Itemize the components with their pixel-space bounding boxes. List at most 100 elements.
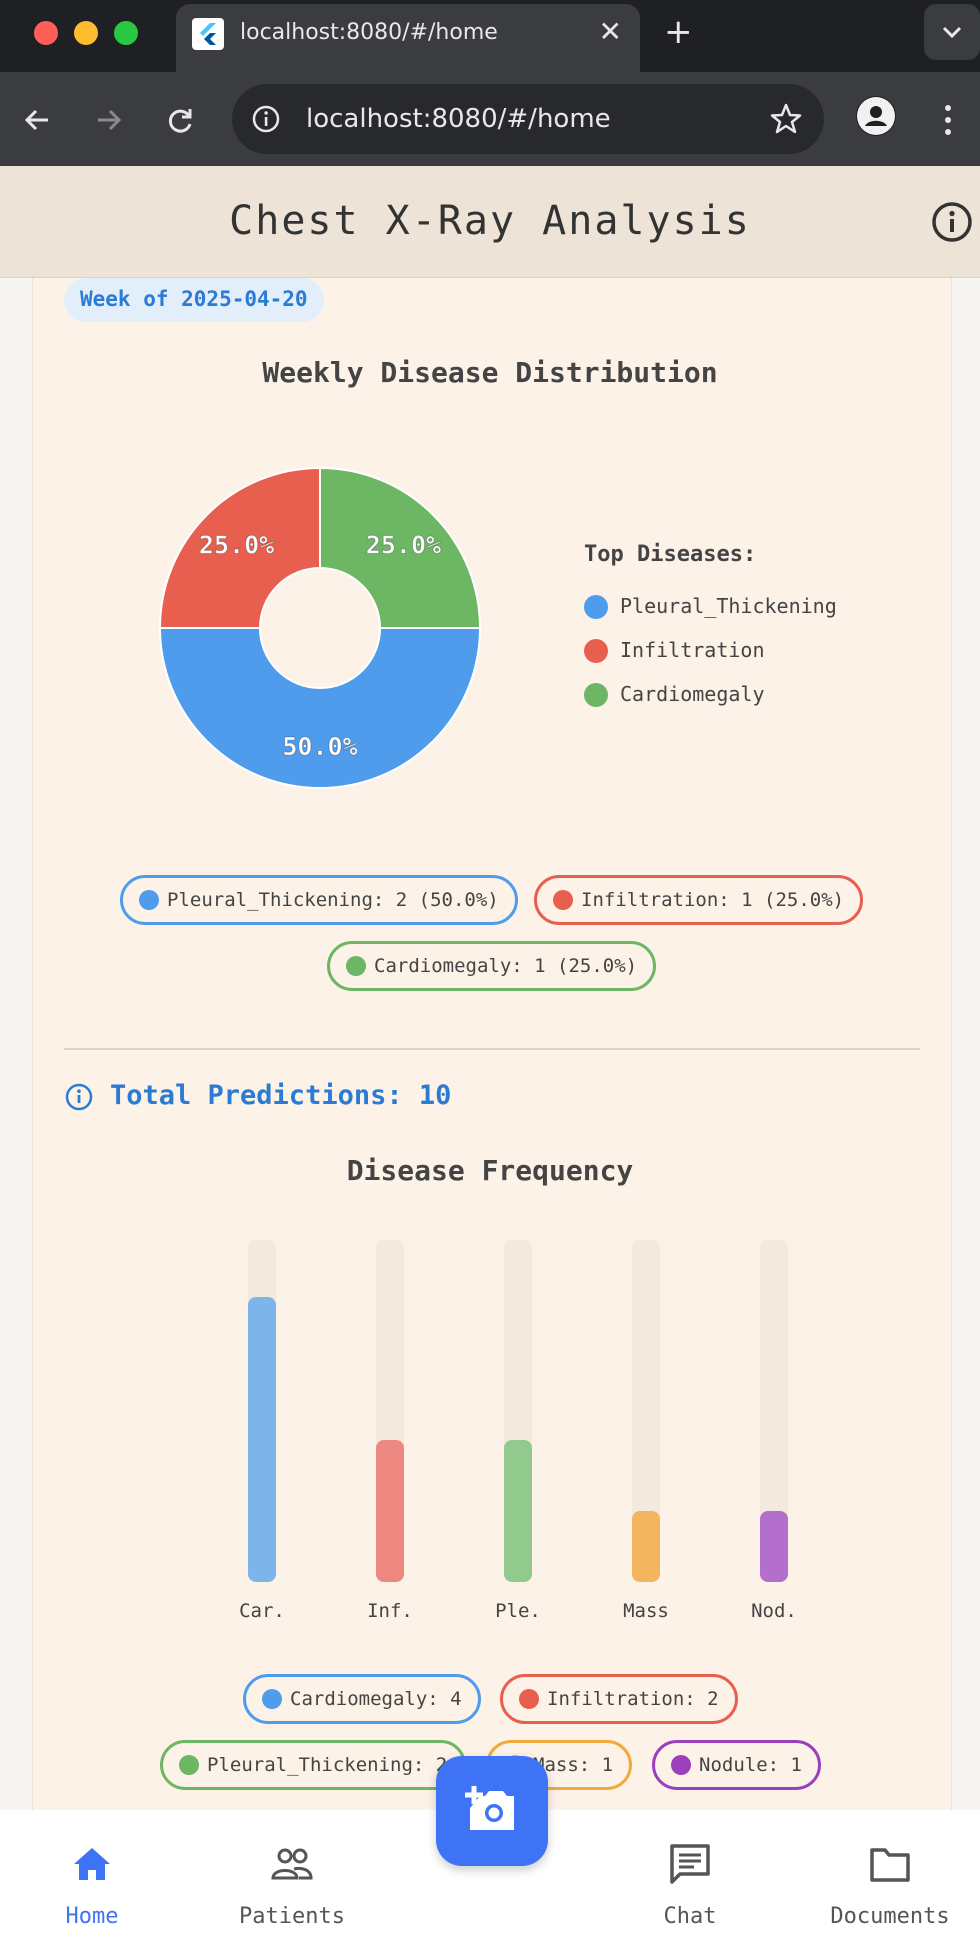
reload-button[interactable]	[156, 96, 204, 144]
chip-cardiomegaly-count: Cardiomegaly: 4	[243, 1674, 481, 1724]
donut-slice-label: 25.0%	[199, 531, 274, 560]
chip-label: Infiltration: 2	[547, 1688, 719, 1710]
people-icon	[271, 1848, 313, 1880]
url-text[interactable]: localhost:8080/#/home	[306, 104, 611, 134]
chip-pleural-thickening: Pleural_Thickening: 2 (50.0%)	[120, 875, 518, 925]
chip-dot	[671, 1755, 691, 1775]
nav-label-patients: Patients	[239, 1904, 345, 1929]
arrow-left-icon	[24, 109, 48, 131]
bar-ple	[504, 1439, 532, 1582]
chip-nodule-count: Nodule: 1	[652, 1740, 821, 1790]
home-icon	[74, 1848, 110, 1880]
add-photo-icon	[465, 1786, 514, 1830]
chip-infiltration-count: Infiltration: 2	[500, 1674, 738, 1724]
chip-infiltration: Infiltration: 1 (25.0%)	[534, 875, 864, 925]
chip-pleural-thickening-count: Pleural_Thickening: 2	[160, 1740, 467, 1790]
arrow-right-icon	[98, 109, 122, 131]
nav-item-home[interactable]: Home	[0, 1810, 192, 1944]
statistics-card	[32, 278, 952, 1810]
donut-slice-pleural-thickening	[158, 627, 482, 789]
forward-button[interactable]	[84, 96, 132, 144]
chip-cardiomegaly: Cardiomegaly: 1 (25.0%)	[327, 941, 657, 991]
bookmark-star-icon[interactable]	[768, 101, 804, 137]
bar-track-car	[248, 1240, 276, 1582]
chip-dot	[346, 956, 366, 976]
chip-dot	[139, 890, 159, 910]
divider	[64, 1048, 920, 1050]
nav-item-chat[interactable]: Chat	[590, 1810, 790, 1944]
close-window-button[interactable]	[34, 21, 58, 45]
reload-icon	[168, 109, 192, 133]
site-info-icon[interactable]	[250, 103, 282, 135]
bar-track-inf	[376, 1240, 404, 1582]
bar-track-mass	[632, 1240, 660, 1582]
chip-label: Pleural_Thickening: 2 (50.0%)	[167, 889, 499, 911]
bar-label: Inf.	[367, 1600, 413, 1622]
tab-close-icon[interactable]: ✕	[598, 15, 622, 48]
scan-xray-fab[interactable]	[436, 1756, 548, 1866]
donut-slice-cardiomegaly	[319, 466, 482, 629]
nav-label-chat: Chat	[663, 1904, 717, 1929]
app-bar: Chest X-Ray Analysis	[0, 166, 980, 278]
chip-label: Mass: 1	[533, 1754, 614, 1776]
chip-mass-count: Mass: 1	[486, 1740, 633, 1790]
bar-label: Nod.	[751, 1600, 797, 1622]
chip-dot	[262, 1689, 282, 1709]
browser-tab[interactable]: localhost:8080/#/home ✕	[176, 4, 640, 72]
bar-track-nod	[760, 1240, 788, 1582]
browser-toolbar: localhost:8080/#/home	[0, 72, 980, 166]
weekly-chart-title: Weekly Disease Distribution	[262, 356, 718, 389]
bar-label: Ple.	[495, 1600, 541, 1622]
browser-menu-icon[interactable]	[932, 102, 964, 138]
tab-search-button[interactable]	[924, 4, 980, 60]
chip-dot	[519, 1689, 539, 1709]
chip-label: Cardiomegaly: 1 (25.0%)	[374, 955, 638, 977]
bar-label: Mass	[623, 1600, 669, 1622]
chip-label: Pleural_Thickening: 2	[207, 1754, 448, 1776]
bar-mass	[632, 1510, 660, 1582]
info-button[interactable]	[930, 200, 974, 244]
legend-dot	[584, 595, 608, 619]
chat-icon	[670, 1844, 710, 1884]
chip-label: Cardiomegaly: 4	[290, 1688, 462, 1710]
back-button[interactable]	[14, 96, 62, 144]
frequency-chart-title: Disease Frequency	[346, 1154, 634, 1187]
minimize-window-button[interactable]	[74, 21, 98, 45]
bar-label: Car.	[239, 1600, 285, 1622]
legend-dot	[584, 639, 608, 663]
browser-tab-bar: localhost:8080/#/home ✕ +	[0, 0, 980, 72]
nav-item-documents[interactable]: Documents	[790, 1810, 980, 1944]
week-badge: Week of 2025-04-20	[64, 278, 324, 322]
nav-item-patients[interactable]: Patients	[192, 1810, 392, 1944]
chevron-down-icon	[942, 26, 962, 39]
total-predictions-label: Total Predictions: 10	[110, 1080, 452, 1111]
page-title: Chest X-Ray Analysis	[229, 198, 751, 244]
chip-label: Nodule: 1	[699, 1754, 802, 1776]
bar-car	[248, 1297, 276, 1582]
flutter-favicon-icon	[192, 18, 224, 50]
nav-label-documents: Documents	[830, 1904, 950, 1929]
address-bar[interactable]: localhost:8080/#/home	[232, 84, 824, 154]
profile-avatar-icon[interactable]	[856, 96, 896, 136]
donut-slice-label: 25.0%	[366, 531, 441, 560]
tab-title: localhost:8080/#/home	[240, 20, 498, 45]
legend-label: Cardiomegaly	[620, 682, 765, 706]
bar-track-ple	[504, 1240, 532, 1582]
home-content[interactable]: Week of 2025-04-20 Weekly Disease Distri…	[0, 278, 980, 1810]
bar-nod	[760, 1510, 788, 1582]
info-icon	[65, 1083, 93, 1111]
legend-label: Infiltration	[620, 638, 765, 662]
chip-dot	[179, 1755, 199, 1775]
weekly-donut-chart: 50.0% 25.0% 25.0%	[158, 466, 482, 789]
folder-icon	[870, 1848, 910, 1882]
chip-dot	[553, 890, 573, 910]
new-tab-button[interactable]: +	[664, 12, 693, 52]
legend-title: Top Diseases:	[584, 542, 757, 567]
donut-slice-infiltration	[158, 466, 321, 629]
info-icon	[932, 202, 972, 242]
nav-label-home: Home	[65, 1904, 119, 1929]
chip-label: Infiltration: 1 (25.0%)	[581, 889, 845, 911]
maximize-window-button[interactable]	[114, 21, 138, 45]
donut-slice-label: 50.0%	[282, 732, 357, 761]
bar-inf	[376, 1439, 404, 1582]
